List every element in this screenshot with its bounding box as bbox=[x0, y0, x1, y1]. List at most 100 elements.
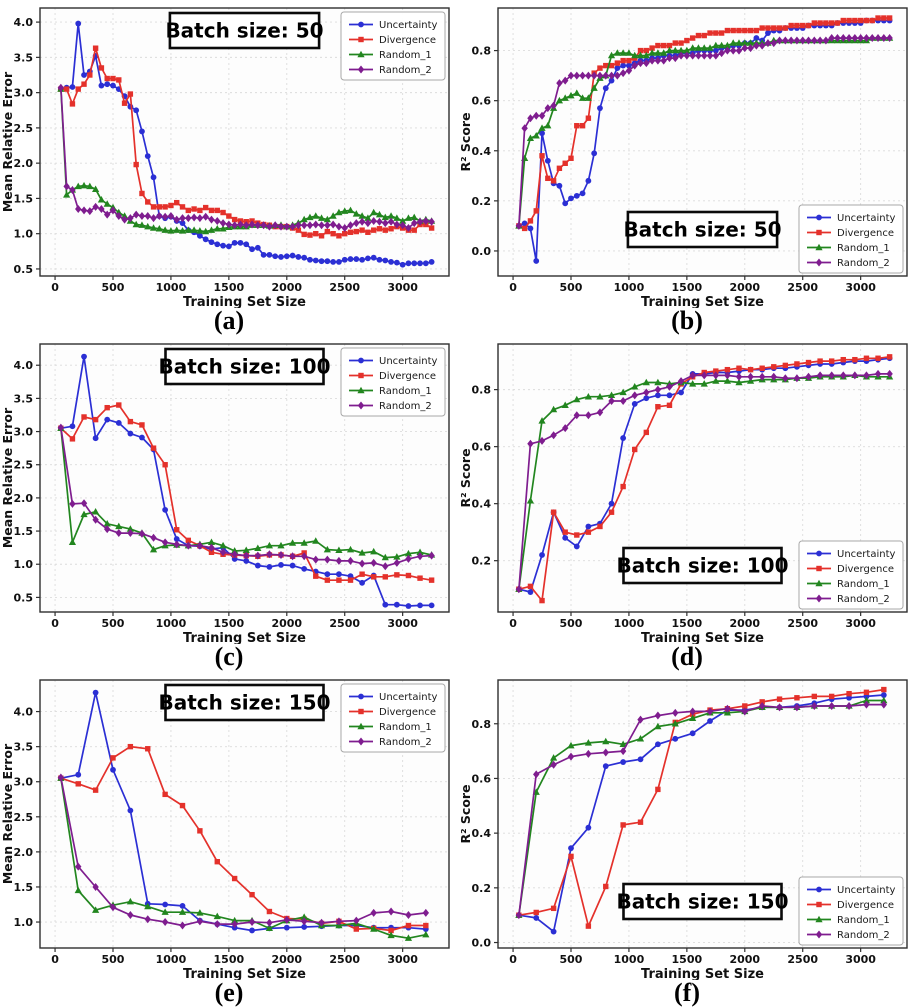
legend: Uncertainty Divergence Random_1 Random_2 bbox=[798, 876, 904, 946]
axis-ticks bbox=[494, 49, 862, 280]
uncertainty-marker bbox=[283, 253, 290, 260]
svg-text:1000: 1000 bbox=[614, 953, 645, 966]
divergence-marker bbox=[759, 699, 765, 705]
legend-divergence-marker bbox=[816, 565, 822, 572]
random_1-marker bbox=[103, 519, 111, 527]
legend-entry-label: Divergence bbox=[379, 707, 436, 718]
uncertainty-marker bbox=[225, 243, 232, 250]
divergence-marker bbox=[794, 361, 800, 367]
divergence-marker bbox=[231, 875, 238, 882]
uncertainty-marker bbox=[312, 257, 319, 264]
divergence-marker bbox=[92, 45, 99, 51]
random_1-marker bbox=[573, 89, 581, 96]
legend: Uncertainty Divergence Random_1 Random_2 bbox=[798, 204, 904, 274]
random_1-marker bbox=[167, 227, 175, 234]
x-axis-label: Training Set Size bbox=[641, 631, 764, 644]
legend-divergence-marker bbox=[358, 36, 364, 43]
svg-text:1000: 1000 bbox=[156, 953, 187, 966]
svg-text:500: 500 bbox=[560, 953, 583, 966]
legend-divergence-marker bbox=[358, 372, 364, 379]
random_1-marker bbox=[329, 212, 337, 219]
batch-size-label: Batch size: 150 bbox=[616, 890, 788, 914]
svg-text:1000: 1000 bbox=[614, 617, 645, 630]
divergence-marker bbox=[388, 927, 394, 934]
random_2-marker bbox=[538, 111, 546, 120]
random_1-marker bbox=[567, 741, 575, 749]
legend-random_1-marker bbox=[357, 50, 365, 58]
divergence-marker bbox=[353, 926, 360, 932]
svg-text:2.0: 2.0 bbox=[14, 846, 34, 859]
divergence-marker bbox=[388, 226, 394, 232]
divergence-marker bbox=[313, 230, 319, 237]
random_2-marker bbox=[724, 704, 731, 713]
svg-text:0: 0 bbox=[509, 953, 517, 966]
divergence-marker bbox=[649, 45, 655, 51]
uncertainty-marker bbox=[672, 735, 679, 742]
divergence-marker bbox=[370, 574, 377, 580]
random_1-marker bbox=[544, 121, 552, 129]
legend-entry-label: Random_2 bbox=[837, 930, 890, 941]
svg-text:4.0: 4.0 bbox=[14, 16, 34, 29]
random_2-marker bbox=[266, 918, 273, 927]
random_2-marker bbox=[231, 221, 238, 230]
svg-text:0.8: 0.8 bbox=[472, 45, 492, 58]
divergence-marker bbox=[713, 368, 719, 374]
uncertainty-marker bbox=[133, 107, 140, 114]
random_1-marker bbox=[654, 378, 662, 386]
random_2-marker bbox=[341, 224, 348, 233]
svg-text:3.5: 3.5 bbox=[14, 392, 34, 405]
uncertainty-marker bbox=[388, 258, 394, 265]
uncertainty-marker bbox=[399, 261, 406, 268]
random_1-marker bbox=[660, 49, 668, 56]
uncertainty-marker bbox=[712, 47, 719, 54]
divergence-marker bbox=[742, 27, 748, 34]
y-tick-labels: 0.0 0.2 0.4 0.6 0.8 bbox=[472, 718, 492, 950]
random_1-marker bbox=[300, 215, 308, 223]
random_2-marker bbox=[382, 562, 389, 571]
random_1-marker bbox=[265, 541, 274, 549]
divergence-marker bbox=[353, 228, 360, 235]
random_2-marker bbox=[631, 61, 638, 70]
random_2-marker bbox=[358, 559, 366, 568]
random_2-marker bbox=[387, 907, 395, 916]
random_2-marker bbox=[208, 215, 215, 224]
random_2-marker bbox=[793, 703, 801, 712]
random_2-marker bbox=[237, 220, 244, 229]
svg-text:0.5: 0.5 bbox=[14, 591, 34, 604]
divergence-marker bbox=[771, 25, 777, 31]
svg-text:2.0: 2.0 bbox=[14, 157, 34, 170]
uncertainty-marker bbox=[620, 759, 627, 765]
random_1-marker bbox=[683, 46, 691, 54]
divergence-marker bbox=[800, 22, 806, 29]
svg-text:4.0: 4.0 bbox=[14, 706, 34, 719]
divergence-marker bbox=[724, 366, 731, 373]
subplot-a-caption: (a) bbox=[213, 306, 245, 335]
uncertainty-marker bbox=[539, 552, 545, 558]
random_1-marker bbox=[254, 544, 262, 552]
random_1-marker bbox=[532, 131, 540, 139]
divergence-marker bbox=[370, 227, 377, 233]
svg-text:0.0: 0.0 bbox=[472, 245, 492, 258]
uncertainty-marker bbox=[150, 174, 157, 181]
uncertainty-marker bbox=[626, 62, 632, 69]
random_1-marker bbox=[393, 214, 401, 221]
random_2-marker bbox=[335, 222, 343, 231]
random_1-marker bbox=[80, 181, 88, 189]
svg-text:3000: 3000 bbox=[845, 617, 876, 630]
uncertainty-marker bbox=[214, 241, 221, 248]
random_2-marker bbox=[845, 701, 853, 710]
divergence-marker bbox=[87, 72, 93, 78]
random_2-marker bbox=[787, 36, 795, 45]
divergence-marker bbox=[620, 57, 626, 64]
divergence-marker bbox=[701, 32, 707, 39]
uncertainty-marker bbox=[689, 730, 696, 737]
legend-entry-label: Random_1 bbox=[379, 50, 432, 61]
divergence-marker bbox=[301, 231, 307, 238]
uncertainty-marker bbox=[753, 35, 760, 41]
random_2-marker bbox=[793, 36, 801, 45]
random_1-marker bbox=[538, 124, 546, 131]
divergence-marker bbox=[805, 22, 812, 29]
uncertainty-marker bbox=[81, 72, 87, 78]
divergence-marker bbox=[632, 446, 638, 453]
chart-e-plot: 0 500 1000 1500 2000 2500 3000 1.0 1.5 2.0 2.5 3.0 3… bbox=[0, 679, 450, 982]
